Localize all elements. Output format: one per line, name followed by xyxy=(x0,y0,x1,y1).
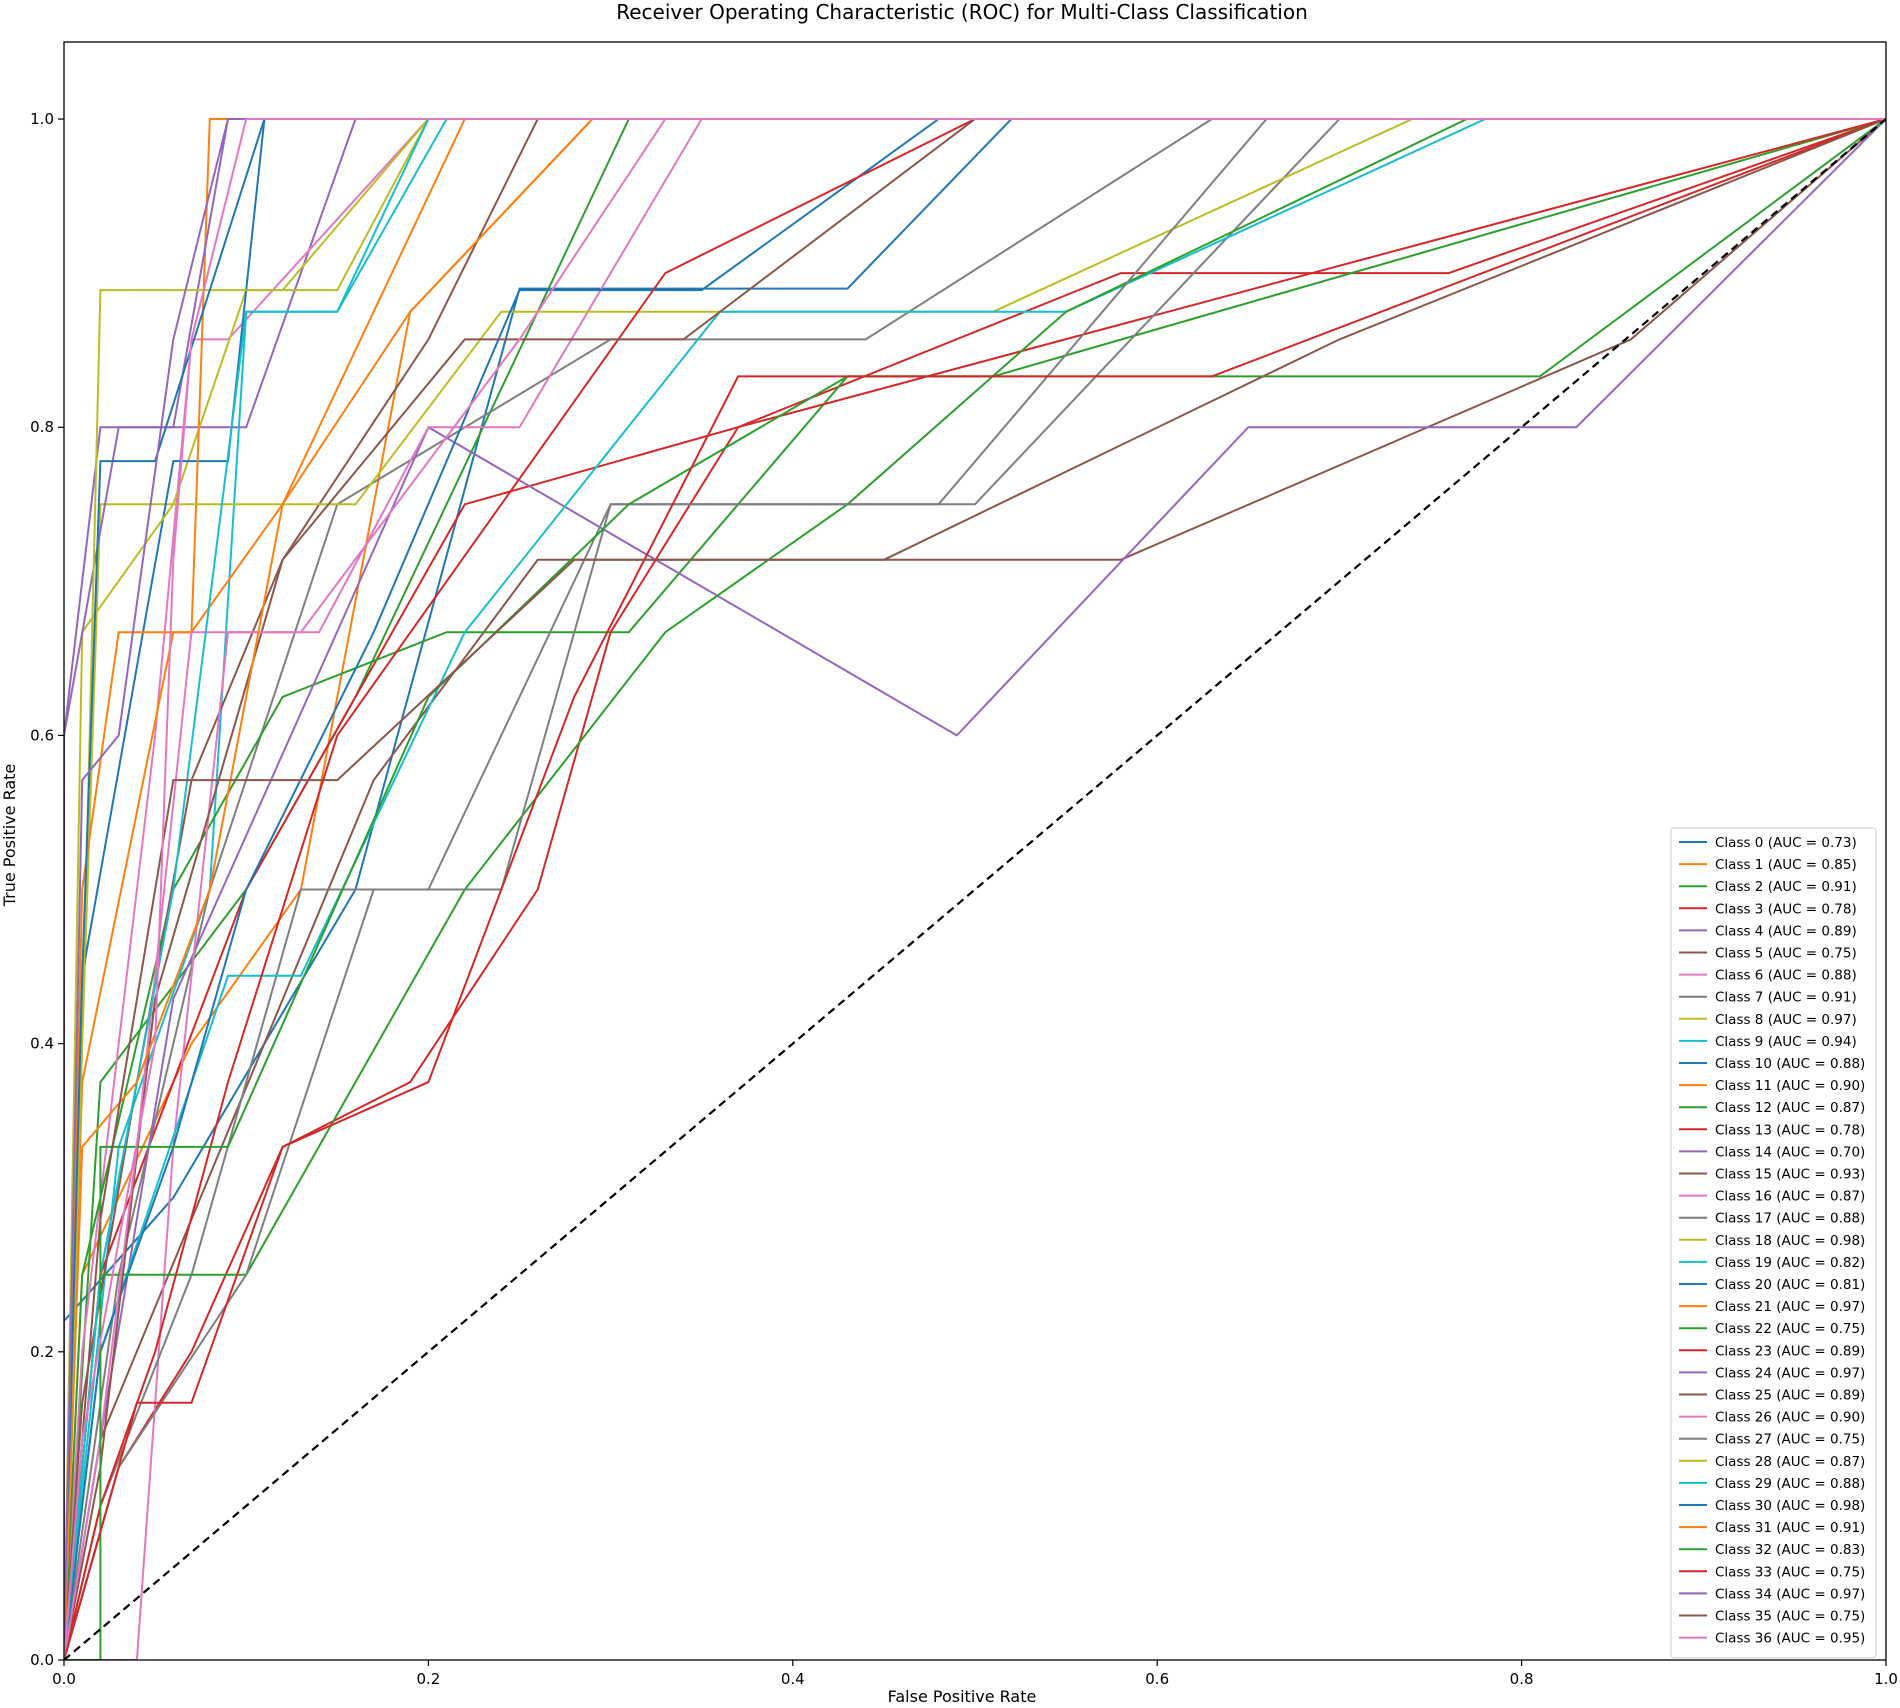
y-tick-label: 0.8 xyxy=(30,418,54,436)
chart-title: Receiver Operating Characteristic (ROC) … xyxy=(616,0,1308,24)
legend-entry: Class 7 (AUC = 0.91) xyxy=(1715,990,1857,1006)
legend-entry: Class 25 (AUC = 0.89) xyxy=(1715,1388,1865,1404)
roc-curve-class-31 xyxy=(64,118,1886,1660)
y-axis-label: True Positive Rate xyxy=(0,764,19,908)
legend-box xyxy=(1670,827,1877,1659)
legend-entry: Class 17 (AUC = 0.88) xyxy=(1715,1211,1865,1227)
legend-entry: Class 21 (AUC = 0.97) xyxy=(1715,1299,1865,1315)
y-tick-label: 0.0 xyxy=(30,1651,54,1669)
roc-curve-class-19 xyxy=(64,118,1886,1660)
roc-curve-class-18 xyxy=(64,118,1886,1660)
legend-entry: Class 24 (AUC = 0.97) xyxy=(1715,1365,1865,1381)
legend-entry: Class 36 (AUC = 0.95) xyxy=(1715,1631,1865,1647)
y-tick-label: 1.0 xyxy=(30,110,54,128)
roc-curve-class-26 xyxy=(64,118,1886,1660)
legend-entry: Class 9 (AUC = 0.94) xyxy=(1715,1034,1857,1050)
roc-curve-class-36 xyxy=(64,118,1886,1660)
legend-entry: Class 1 (AUC = 0.85) xyxy=(1715,857,1857,873)
roc-curve-class-35 xyxy=(64,118,1886,1660)
roc-curve-class-7 xyxy=(64,118,1886,1660)
legend-entry: Class 18 (AUC = 0.98) xyxy=(1715,1233,1865,1249)
x-tick-label: 0.0 xyxy=(52,1670,76,1688)
legend-entry: Class 13 (AUC = 0.78) xyxy=(1715,1122,1865,1138)
y-tick-label: 0.6 xyxy=(30,726,54,744)
x-tick-label: 0.4 xyxy=(781,1670,805,1688)
roc-curve-class-15 xyxy=(64,118,1886,1660)
legend-entry: Class 8 (AUC = 0.97) xyxy=(1715,1012,1857,1028)
legend-entry: Class 20 (AUC = 0.81) xyxy=(1715,1277,1865,1293)
legend-entry: Class 4 (AUC = 0.89) xyxy=(1715,923,1857,939)
legend-entry: Class 14 (AUC = 0.70) xyxy=(1715,1144,1865,1160)
legend-entry: Class 35 (AUC = 0.75) xyxy=(1715,1609,1865,1625)
legend-entry: Class 15 (AUC = 0.93) xyxy=(1715,1167,1865,1183)
roc-curve-class-32 xyxy=(64,118,1886,1660)
roc-curve-class-33 xyxy=(64,118,1886,1660)
plot-area: 0.0 0.2 0.4 0.6 0.8 1.0 0.0 0.2 0.4 0.6 0.8 1.0 xyxy=(30,41,1898,1688)
x-tick-label: 1.0 xyxy=(1874,1670,1898,1688)
roc-curve-class-22 xyxy=(64,118,1886,1660)
legend-entry: Class 28 (AUC = 0.87) xyxy=(1715,1454,1865,1470)
y-tick-label: 0.2 xyxy=(30,1343,54,1361)
x-tick-label: 0.8 xyxy=(1510,1670,1534,1688)
roc-curve-class-16 xyxy=(64,118,1886,1660)
legend-entry: Class 23 (AUC = 0.89) xyxy=(1715,1343,1865,1359)
legend-entry: Class 29 (AUC = 0.88) xyxy=(1715,1476,1865,1492)
chance-diagonal-line xyxy=(64,118,1886,1660)
x-tick-label: 0.2 xyxy=(416,1670,440,1688)
legend-entry: Class 32 (AUC = 0.83) xyxy=(1715,1542,1865,1558)
plot-frame xyxy=(63,41,1887,1661)
legend-entry: Class 33 (AUC = 0.75) xyxy=(1715,1564,1865,1580)
roc-curve-class-0 xyxy=(64,118,1886,1660)
legend-entry: Class 2 (AUC = 0.91) xyxy=(1715,879,1857,895)
legend-entry: Class 27 (AUC = 0.75) xyxy=(1715,1432,1865,1448)
legend-entry: Class 34 (AUC = 0.97) xyxy=(1715,1586,1865,1602)
legend-entry: Class 19 (AUC = 0.82) xyxy=(1715,1255,1865,1271)
roc-curve-class-6 xyxy=(64,118,1886,1660)
roc-curve-class-25 xyxy=(64,118,1886,1660)
legend-entry: Class 5 (AUC = 0.75) xyxy=(1715,946,1857,962)
series-group xyxy=(64,118,1886,1660)
roc-curve-class-23 xyxy=(64,118,1886,1660)
legend-entry: Class 12 (AUC = 0.87) xyxy=(1715,1100,1865,1116)
legend-entry: Class 31 (AUC = 0.91) xyxy=(1715,1520,1865,1536)
legend-entry: Class 16 (AUC = 0.87) xyxy=(1715,1189,1865,1205)
legend-entry: Class 26 (AUC = 0.90) xyxy=(1715,1410,1865,1426)
legend-entry: Class 10 (AUC = 0.88) xyxy=(1715,1056,1865,1072)
legend: Class 0 (AUC = 0.73) Class 1 (AUC = 0.85)… xyxy=(1670,827,1877,1659)
legend-entry: Class 0 (AUC = 0.73) xyxy=(1715,835,1857,851)
legend-entry: Class 6 (AUC = 0.88) xyxy=(1715,968,1857,984)
legend-entry: Class 30 (AUC = 0.98) xyxy=(1715,1498,1865,1514)
roc-curve-class-13 xyxy=(64,118,1886,1660)
legend-entry: Class 3 (AUC = 0.78) xyxy=(1715,901,1857,917)
x-tick-label: 0.6 xyxy=(1145,1670,1169,1688)
x-axis-label: False Positive Rate xyxy=(888,1687,1037,1706)
legend-entry: Class 22 (AUC = 0.75) xyxy=(1715,1321,1865,1337)
y-tick-label: 0.4 xyxy=(30,1035,54,1053)
legend-entry: Class 11 (AUC = 0.90) xyxy=(1715,1078,1865,1094)
